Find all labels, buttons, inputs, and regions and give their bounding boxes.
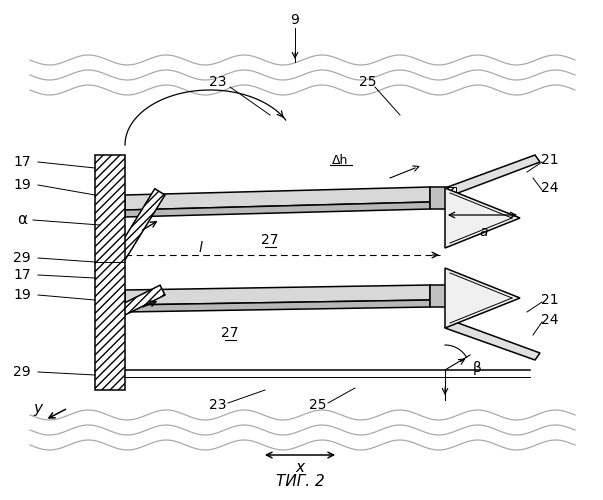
Polygon shape [448,285,456,307]
Text: 27: 27 [261,233,279,247]
Polygon shape [115,188,165,260]
Text: 24: 24 [541,181,559,195]
Text: 23: 23 [209,398,227,412]
Polygon shape [125,202,430,217]
Polygon shape [445,188,520,248]
Text: 23: 23 [209,75,227,89]
Polygon shape [445,320,540,360]
Bar [95,155,125,390]
Text: 29: 29 [13,365,31,379]
Text: a: a [480,225,488,239]
Text: Δh: Δh [332,154,348,166]
Text: 21: 21 [541,293,559,307]
Polygon shape [445,155,540,196]
Polygon shape [430,285,454,307]
Text: 29: 29 [13,251,31,265]
Text: α: α [17,212,27,228]
Polygon shape [120,285,165,315]
Text: ΤИГ. 2: ΤИГ. 2 [276,474,324,490]
Text: 27: 27 [221,326,239,340]
Text: l: l [198,241,202,255]
Polygon shape [448,187,456,209]
Bar [95,155,125,390]
Text: 19: 19 [13,288,31,302]
Text: 19: 19 [13,178,31,192]
Text: 21: 21 [541,153,559,167]
Text: 25: 25 [309,398,327,412]
Polygon shape [430,187,454,209]
Text: 25: 25 [359,75,377,89]
Text: x: x [295,460,305,474]
Text: 17: 17 [13,268,31,282]
Polygon shape [125,187,430,210]
Text: β: β [473,361,481,375]
Polygon shape [125,285,430,305]
Text: y: y [34,400,42,415]
Polygon shape [125,300,430,312]
Text: 24: 24 [541,313,559,327]
Polygon shape [445,268,520,328]
Text: 17: 17 [13,155,31,169]
Text: 9: 9 [291,13,300,27]
